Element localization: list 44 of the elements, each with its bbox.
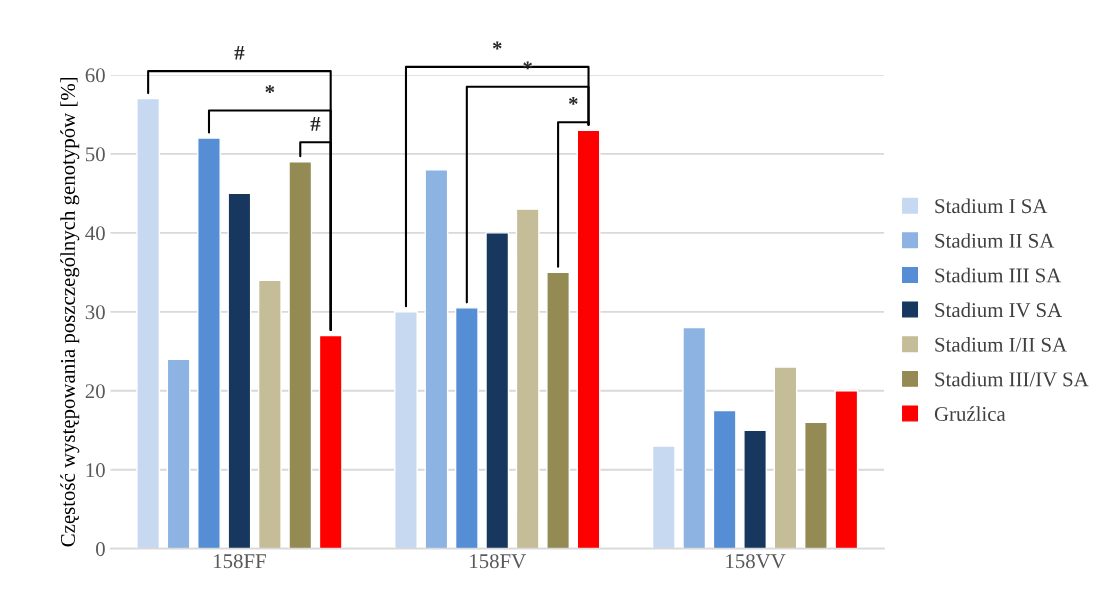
bar xyxy=(515,208,540,549)
y-tick-label: 30 xyxy=(85,305,105,320)
bar xyxy=(804,421,828,549)
annotation: * xyxy=(265,85,275,94)
bar xyxy=(576,129,601,549)
text: * xyxy=(492,41,502,50)
bar xyxy=(136,97,161,549)
y-tick-label: 10 xyxy=(86,463,105,478)
legend-label: Stadium III SA xyxy=(935,267,1062,283)
bar xyxy=(318,334,343,549)
bar xyxy=(288,161,313,549)
x-tick-label: 158VV xyxy=(726,554,786,569)
y-tick-label: 20 xyxy=(85,384,105,399)
x-tick-label: 158FF xyxy=(214,554,266,569)
bar xyxy=(257,279,282,549)
bar xyxy=(743,429,767,549)
bar xyxy=(712,409,737,549)
annotation: # xyxy=(310,117,321,131)
text: # xyxy=(234,45,245,60)
bar xyxy=(424,168,449,549)
bar xyxy=(227,192,252,549)
bar xyxy=(485,232,510,549)
bar xyxy=(546,271,571,549)
bar xyxy=(773,366,798,549)
bar xyxy=(166,358,191,549)
legend-label: Stadium III/IV SA xyxy=(935,371,1089,387)
x-tick-label: 158FV xyxy=(470,554,526,569)
bar xyxy=(394,311,418,549)
bar xyxy=(651,445,676,549)
bar xyxy=(834,390,859,549)
y-tick-label: 0 xyxy=(96,542,105,557)
bar xyxy=(454,307,479,549)
legend-label: Stadium I SA xyxy=(935,198,1048,214)
bar xyxy=(197,137,221,549)
legend-label: Stadium I/II SA xyxy=(935,337,1067,352)
y-tick-label: 50 xyxy=(86,147,105,162)
legend-label: Stadium II SA xyxy=(935,233,1055,248)
y-axis-title: Częstość występowania poszczególnych genotypów [%] xyxy=(60,77,80,547)
legend-label: Gruźlica xyxy=(934,406,1006,422)
legend-label: Stadium IV SA xyxy=(935,302,1062,318)
y-tick-label: 40 xyxy=(85,226,105,241)
annotation: * xyxy=(568,97,578,105)
bar xyxy=(682,326,707,549)
y-tick-label: 60 xyxy=(85,68,105,83)
